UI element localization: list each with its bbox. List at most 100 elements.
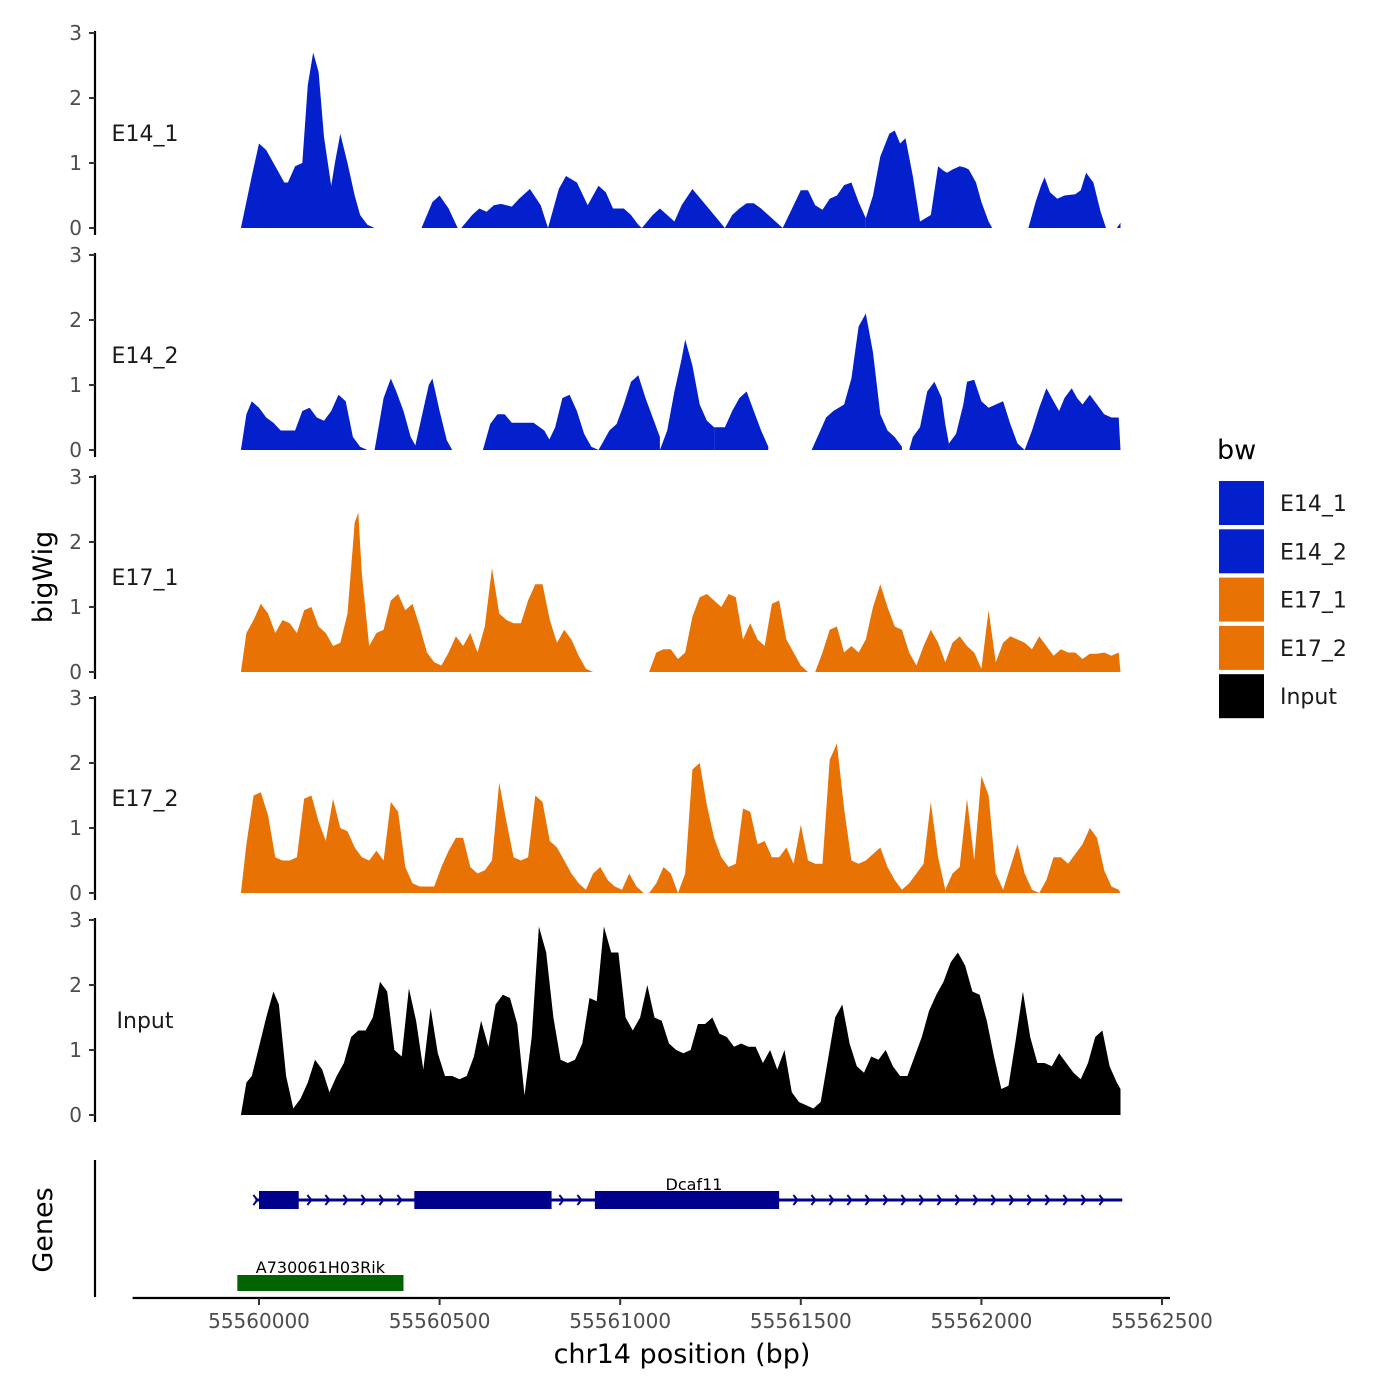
legend-label: Input: [1280, 685, 1337, 710]
strand-arrow: [306, 1194, 313, 1206]
signal-area: [659, 339, 715, 450]
strand-arrow: [378, 1194, 385, 1206]
gene-exon: [594, 1191, 780, 1209]
strand-arrow: [990, 1194, 997, 1206]
strand-arrow: [1044, 1194, 1051, 1206]
y-tick-label: 0: [69, 881, 82, 905]
gene-label: Dcaf11: [666, 1175, 723, 1194]
strand-arrow: [882, 1194, 889, 1206]
strand-arrow: [828, 1194, 835, 1206]
x-tick-label: 55560000: [208, 1309, 310, 1333]
track-label: E14_1: [112, 122, 179, 147]
track-e17-2: 0 1 2 3 E17_2: [69, 686, 1121, 905]
y-tick-label: 2: [69, 751, 82, 775]
gene-exon: [414, 1191, 552, 1209]
strand-arrow: [792, 1194, 799, 1206]
y-tick-label: 1: [69, 816, 82, 840]
y-tick-label: 1: [69, 595, 82, 619]
y-tick-label: 2: [69, 530, 82, 554]
legend-title: bw: [1217, 435, 1256, 466]
strand-arrow: [954, 1194, 961, 1206]
signal-area: [782, 182, 866, 228]
signal-area: [240, 394, 368, 450]
track-label: Input: [117, 1009, 174, 1034]
y-axis-title: bigWig: [28, 531, 59, 624]
track-label: E17_1: [112, 566, 179, 591]
y-tick-label: 3: [69, 21, 82, 45]
strand-arrow: [972, 1194, 979, 1206]
legend-label: E14_1: [1280, 492, 1347, 517]
strand-arrow: [558, 1194, 565, 1206]
legend-swatch: [1219, 674, 1264, 719]
signal-area: [548, 176, 642, 228]
signal-area: [1116, 222, 1121, 228]
legend-swatch: [1219, 625, 1264, 670]
signal-area: [948, 379, 1025, 450]
gene-exon: [259, 1191, 299, 1209]
gene-label: A730061H03Rik: [256, 1258, 386, 1277]
track-label: E17_2: [112, 787, 179, 812]
y-tick-label: 0: [69, 1103, 82, 1127]
legend-label: E14_2: [1280, 540, 1347, 565]
x-tick-label: 55561500: [750, 1309, 852, 1333]
signal-area: [811, 313, 902, 450]
signal-area: [945, 776, 1121, 893]
legend-item-e14-2: E14_2: [1219, 529, 1347, 574]
legend-item-e17-1: E17_1: [1219, 577, 1347, 622]
legend-swatch: [1219, 577, 1264, 622]
gene-dcaf11: Dcaf11: [252, 1175, 1123, 1209]
y-tick-label: 2: [69, 86, 82, 110]
y-tick-label: 3: [69, 465, 82, 489]
y-tick-label: 0: [69, 438, 82, 462]
signal-area: [649, 594, 808, 672]
signal-area: [482, 414, 556, 450]
strand-arrow: [342, 1194, 349, 1206]
signal-area: [724, 203, 783, 228]
legend-label: E17_1: [1280, 589, 1347, 614]
x-tick-label: 55561000: [569, 1309, 671, 1333]
strand-arrow: [810, 1194, 817, 1206]
strand-arrow: [360, 1194, 367, 1206]
track-input: 0 1 2 3 Input: [69, 908, 1121, 1127]
signal-area: [1028, 172, 1106, 228]
signal-area: [240, 926, 1121, 1115]
y-tick-label: 3: [69, 686, 82, 710]
y-tick-label: 0: [69, 660, 82, 684]
y-tick-label: 3: [69, 908, 82, 932]
y-tick-label: 3: [69, 243, 82, 267]
signal-area: [461, 189, 548, 228]
strand-arrow: [864, 1194, 871, 1206]
y-tick-label: 2: [69, 308, 82, 332]
gene-track: Dcaf11 A730061H03Rik: [93, 1160, 1123, 1297]
signal-area: [240, 782, 644, 893]
signal-area: [374, 378, 418, 450]
signal-area: [909, 381, 949, 450]
x-tick-label: 55562000: [931, 1309, 1033, 1333]
y-tick-label: 1: [69, 373, 82, 397]
gene-exon: [237, 1275, 404, 1291]
strand-arrow: [324, 1194, 331, 1206]
signal-area: [544, 394, 599, 450]
x-axis: 55560000 55560500 55561000 55561500 55562000…: [132, 1296, 1213, 1333]
strand-arrow: [1026, 1194, 1033, 1206]
track-label: E14_2: [112, 344, 179, 369]
genes-axis-title: Genes: [28, 1187, 59, 1272]
legend-label: E17_2: [1280, 637, 1347, 662]
gene-a730061h03rik: A730061H03Rik: [237, 1258, 404, 1291]
strand-arrow: [1008, 1194, 1015, 1206]
signal-area: [240, 52, 375, 228]
signal-area: [649, 743, 946, 893]
strand-arrow: [918, 1194, 925, 1206]
y-tick-label: 1: [69, 151, 82, 175]
y-tick-label: 2: [69, 973, 82, 997]
x-tick-label: 55562500: [1111, 1309, 1213, 1333]
strand-arrow: [936, 1194, 943, 1206]
legend-swatch: [1219, 481, 1264, 525]
strand-arrow: [396, 1194, 403, 1206]
y-tick-label: 1: [69, 1038, 82, 1062]
track-e17-1: 0 1 2 3 E17_1: [69, 465, 1121, 684]
x-axis-title: chr14 position (bp): [554, 1339, 811, 1370]
signal-area: [414, 378, 453, 450]
strand-arrow: [1098, 1194, 1105, 1206]
